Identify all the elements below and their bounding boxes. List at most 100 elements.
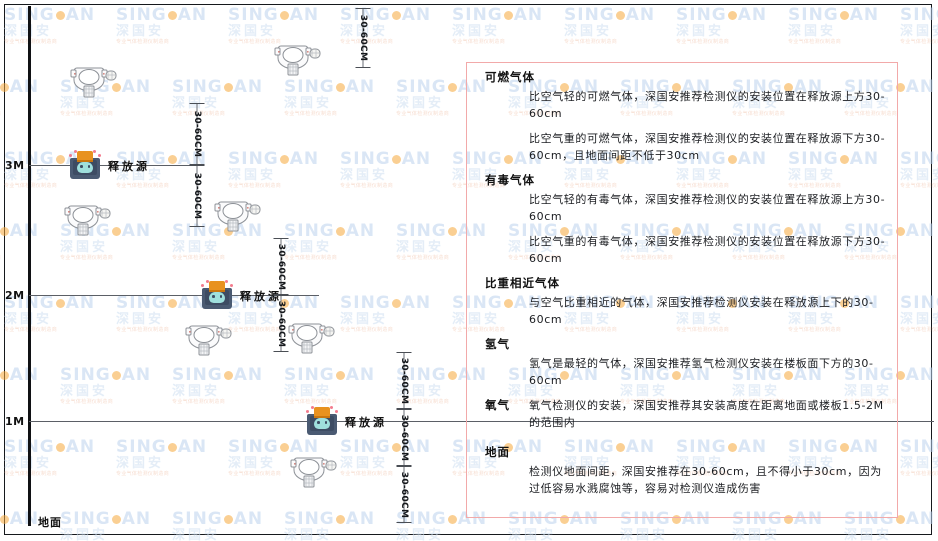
dimension-text: 30-60CM bbox=[399, 471, 409, 518]
panel-section-heading: 氧气 bbox=[485, 398, 510, 412]
gas-detector-icon bbox=[272, 40, 324, 80]
release-source-label: 释放源 bbox=[345, 416, 387, 429]
panel-section-text: 比空气重的可燃气体，深国安推荐检测仪的安装位置在释放源下方30-60cm，且地面… bbox=[529, 132, 886, 162]
gas-detector-glyph bbox=[185, 325, 232, 356]
dimension-line bbox=[280, 295, 282, 352]
source-cap bbox=[209, 281, 225, 292]
gas-detector-glyph bbox=[70, 67, 117, 98]
panel-section-heading: 有毒气体 bbox=[485, 173, 535, 187]
source-spark bbox=[74, 150, 77, 153]
dimension-line bbox=[196, 103, 198, 165]
dimension-line bbox=[196, 165, 198, 227]
guidelines-content: 可燃气体比空气轻的可燃气体，深国安推荐检测仪的安装位置在释放源上方30-60cm… bbox=[477, 69, 889, 505]
dim-center-segment: 30-60CM bbox=[263, 238, 299, 295]
gas-detector-icon bbox=[68, 62, 120, 102]
source-spark bbox=[311, 406, 314, 409]
dimension-tick bbox=[396, 352, 412, 353]
release-source-label: 释放源 bbox=[108, 160, 150, 173]
dim-bottom-right-segment: 30-60CM bbox=[386, 466, 422, 523]
ground-label: 地面 bbox=[38, 516, 62, 529]
source-spark bbox=[230, 284, 233, 287]
dim-left-mid-segment: 30-60CM bbox=[179, 103, 215, 165]
dimension-text: 30-60CM bbox=[192, 172, 202, 220]
vertical-axis bbox=[28, 6, 31, 526]
release-source-icon bbox=[68, 150, 102, 180]
source-spark bbox=[335, 410, 338, 413]
source-cap bbox=[314, 407, 330, 418]
source-cap bbox=[77, 151, 93, 162]
dim-bottom-right-segment: 30-60CM bbox=[386, 352, 422, 409]
dim-bottom-right-segment: 30-60CM bbox=[386, 409, 422, 466]
panel-spacer bbox=[477, 437, 889, 444]
dimension-line bbox=[403, 409, 405, 466]
source-spark bbox=[330, 406, 333, 409]
axis-label-1m: 1M bbox=[5, 415, 25, 428]
dimension-line bbox=[280, 238, 282, 295]
dimension-tick bbox=[355, 67, 371, 68]
dimension-line bbox=[403, 466, 405, 523]
dimension-tick bbox=[273, 295, 289, 296]
level-line bbox=[29, 165, 204, 166]
dimension-text: 30-60CM bbox=[358, 14, 368, 62]
gas-detector-icon bbox=[288, 452, 340, 492]
axis-label-3m: 3M bbox=[5, 159, 25, 172]
dim-top-right-segment: 30-60CM bbox=[345, 8, 381, 68]
panel-section-text: 氧气检测仪的安装，深国安推荐其安装高度在距离地面或楼板1.5-2M的范围内 bbox=[529, 399, 884, 429]
source-spark bbox=[69, 154, 72, 157]
source-spark bbox=[206, 280, 209, 283]
gas-detector-icon bbox=[286, 318, 338, 358]
release-source-icon bbox=[200, 280, 234, 310]
gas-detector-glyph bbox=[274, 45, 321, 76]
gas-detector-icon bbox=[212, 196, 264, 236]
dimension-text: 30-60CM bbox=[399, 414, 409, 461]
dimension-tick bbox=[396, 465, 412, 466]
outer-frame bbox=[4, 4, 932, 535]
release-source-label: 释放源 bbox=[240, 290, 282, 303]
source-spark bbox=[93, 150, 96, 153]
panel-section-text: 比空气轻的可燃气体，深国安推荐检测仪的安装位置在释放源上方30-60cm bbox=[529, 90, 886, 120]
dimension-line bbox=[362, 8, 364, 68]
level-line bbox=[29, 295, 319, 296]
panel-section-heading: 比重相近气体 bbox=[485, 276, 560, 290]
source-face bbox=[314, 418, 330, 429]
axis-label-2m: 2M bbox=[5, 289, 25, 302]
dim-left-mid-segment: 30-60CM bbox=[179, 165, 215, 227]
panel-section-text: 氢气是最轻的气体，深国安推荐氢气检测仪安装在楼板面下方的30-60cm bbox=[529, 357, 874, 387]
panel-inline-row: 氧气 氧气检测仪的安装，深国安推荐其安装高度在距离地面或楼板1.5-2M的范围内 bbox=[477, 397, 889, 431]
dimension-tick bbox=[396, 466, 412, 467]
dimension-line bbox=[403, 352, 405, 409]
panel-section-text: 与空气比重相近的气体，深国安推荐检测仪安装在释放源上下的30-60cm bbox=[529, 296, 874, 326]
dim-center-segment: 30-60CM bbox=[263, 295, 299, 352]
gas-detector-glyph bbox=[288, 323, 335, 354]
dimension-text: 30-60CM bbox=[276, 243, 286, 290]
dimension-text: 30-60CM bbox=[192, 110, 202, 158]
dimension-tick bbox=[396, 409, 412, 410]
dimension-tick bbox=[396, 522, 412, 523]
gas-detector-icon bbox=[62, 200, 114, 240]
source-spark bbox=[225, 280, 228, 283]
release-source-icon bbox=[305, 406, 339, 436]
dimension-tick bbox=[189, 103, 205, 104]
dimension-text: 30-60CM bbox=[399, 357, 409, 404]
gas-detector-glyph bbox=[64, 205, 111, 236]
source-spark bbox=[201, 284, 204, 287]
panel-section-heading: 地面 bbox=[485, 445, 510, 459]
panel-section-text: 检测仪地面间距，深国安推荐在30-60cm，且不得小于30cm，因为过低容易水溅… bbox=[529, 465, 882, 495]
dimension-tick bbox=[273, 351, 289, 352]
panel-section-heading: 氢气 bbox=[485, 337, 510, 351]
source-spark bbox=[306, 410, 309, 413]
dimension-tick bbox=[273, 294, 289, 295]
gas-detector-icon bbox=[183, 320, 235, 360]
panel-section-heading: 可燃气体 bbox=[485, 70, 535, 84]
panel-section-text: 比空气轻的有毒气体，深国安推荐检测仪的安装位置在释放源上方30-60cm bbox=[529, 193, 886, 223]
dimension-tick bbox=[396, 408, 412, 409]
dimension-tick bbox=[189, 165, 205, 166]
source-face bbox=[209, 292, 225, 303]
dimension-tick bbox=[189, 226, 205, 227]
source-face bbox=[77, 162, 93, 173]
gas-detector-glyph bbox=[214, 201, 261, 232]
dimension-text: 30-60CM bbox=[276, 300, 286, 347]
dimension-tick bbox=[273, 238, 289, 239]
installation-height-diagram: 3M 2M 1M 地面 释放源 释放源 释放源 30-60CM 30-60CM 30-60CM 30… bbox=[5, 6, 934, 529]
